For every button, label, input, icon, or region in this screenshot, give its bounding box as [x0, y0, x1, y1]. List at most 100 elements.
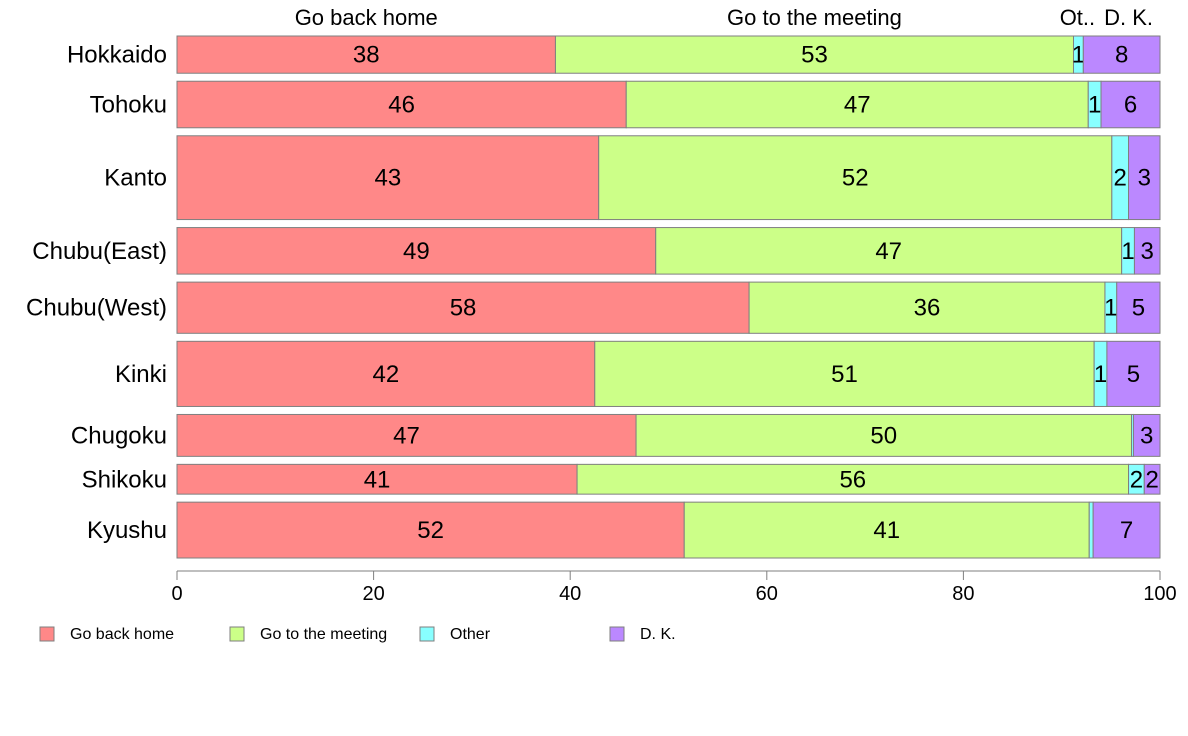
data-label-shikoku-d-k: 2 [1145, 466, 1158, 493]
bar-row-kinki: 42 51 1 5 [176, 340, 1161, 407]
data-label-chubu-east-d-k: 3 [1141, 238, 1154, 265]
legend-item-d-k: D. K. [609, 626, 676, 643]
data-label-shikoku-other: 2 [1130, 466, 1143, 493]
x-tick-label: 100 [1143, 583, 1176, 605]
data-label-chubu-east-other: 1 [1121, 238, 1134, 265]
data-label-chubu-west-go-back-home: 58 [450, 295, 477, 322]
bar-segment-kyushu-d-k [1092, 501, 1161, 559]
bar-row-chubu-west: 58 36 1 5 [176, 281, 1161, 334]
data-label-kanto-d-k: 3 [1138, 165, 1151, 192]
data-label-kyushu-go-to-the-meeting: 41 [873, 517, 900, 544]
legend-label: Go back home [70, 626, 174, 643]
legend-item-other: Other [419, 626, 491, 643]
bar-segment-kanto-go-back-home [176, 135, 600, 221]
bar-segment-kanto-d-k [1128, 135, 1161, 221]
bar-row-chubu-east: 49 47 1 3 [176, 227, 1161, 275]
bar-segment-shikoku-d-k [1143, 463, 1161, 495]
category-label-chubu-east: Chubu(East) [32, 238, 167, 265]
legend-label: Other [450, 626, 491, 643]
data-label-chubu-west-other: 1 [1104, 295, 1117, 322]
bar-segment-shikoku-go-to-the-meeting [576, 463, 1130, 495]
category-label-kinki: Kinki [115, 361, 167, 388]
data-label-chubu-east-go-back-home: 49 [403, 238, 430, 265]
data-label-kinki-go-back-home: 42 [373, 361, 400, 388]
bar-segment-tohoku-go-to-the-meeting [625, 80, 1089, 129]
data-label-chubu-west-d-k: 5 [1132, 295, 1145, 322]
bar-segment-hokkaido-go-back-home [176, 35, 556, 74]
bar-segment-tohoku-go-back-home [176, 80, 627, 129]
legend-item-go-to-the-meeting: Go to the meeting [229, 626, 387, 643]
bar-segment-kyushu-go-back-home [176, 501, 685, 559]
legend-swatch [229, 626, 245, 642]
data-label-hokkaido-go-back-home: 38 [353, 42, 380, 69]
x-tick-label: 60 [756, 583, 778, 605]
data-label-chugoku-go-to-the-meeting: 50 [870, 422, 897, 449]
bar-row-kanto: 43 52 2 3 [176, 135, 1161, 221]
series-header-go-back-home: Go back home [295, 5, 438, 30]
data-label-shikoku-go-to-the-meeting: 56 [839, 466, 866, 493]
series-header-other: Ot.. [1060, 5, 1095, 30]
series-header-labels: Go back home Go to the meeting Ot.. D. K. [295, 5, 1153, 30]
bar-row-chugoku: 47 50 3 [176, 413, 1161, 457]
data-label-tohoku-go-to-the-meeting: 47 [844, 92, 871, 119]
legend-label: Go to the meeting [260, 626, 387, 643]
bar-segment-shikoku-go-back-home [176, 463, 578, 495]
data-label-chubu-west-go-to-the-meeting: 36 [914, 295, 941, 322]
data-label-hokkaido-go-to-the-meeting: 53 [801, 42, 828, 69]
bar-segment-chugoku-go-back-home [176, 413, 637, 457]
data-label-tohoku-other: 1 [1088, 92, 1101, 119]
category-label-kanto: Kanto [104, 165, 167, 192]
data-label-kyushu-go-back-home: 52 [417, 517, 444, 544]
data-label-kanto-go-to-the-meeting: 52 [842, 165, 869, 192]
x-axis: 0 20 40 60 80 100 [171, 570, 1177, 605]
category-label-kyushu: Kyushu [87, 517, 167, 544]
legend-swatch [419, 626, 435, 642]
bar-segment-chubu-east-go-back-home [176, 227, 657, 275]
data-label-chugoku-d-k: 3 [1140, 422, 1153, 449]
x-tick-label: 40 [559, 583, 581, 605]
category-label-chubu-west: Chubu(West) [26, 295, 167, 322]
bar-segment-kinki-go-to-the-meeting [594, 340, 1095, 407]
data-label-kyushu-d-k: 7 [1120, 517, 1133, 544]
legend: Go back home Go to the meeting Other D. K. [39, 626, 676, 643]
bar-segment-chubu-west-d-k [1116, 281, 1161, 334]
legend-swatch [609, 626, 625, 642]
bar-segment-kinki-go-back-home [176, 340, 596, 407]
data-label-kinki-d-k: 5 [1127, 361, 1140, 388]
bar-segment-hokkaido-d-k [1082, 35, 1161, 74]
bar-segment-chubu-west-go-back-home [176, 281, 750, 334]
data-label-chubu-east-go-to-the-meeting: 47 [875, 238, 902, 265]
legend-item-go-back-home: Go back home [39, 626, 174, 643]
data-label-kinki-other: 1 [1094, 361, 1107, 388]
data-label-kanto-other: 2 [1114, 165, 1127, 192]
bar-segment-chugoku-go-to-the-meeting [635, 413, 1132, 457]
series-header-d-k: D. K. [1104, 5, 1153, 30]
bar-segment-kinki-d-k [1106, 340, 1161, 407]
series-header-go-to-the-meeting: Go to the meeting [727, 5, 902, 30]
data-label-hokkaido-d-k: 8 [1115, 42, 1128, 69]
plot-area: 38 53 1 846 47 1 643 52 2 349 47 1 358 36 1 542 51 1 547 50… [176, 35, 1161, 559]
category-label-hokkaido: Hokkaido [67, 42, 167, 69]
bar-row-kyushu: 52 41 7 [176, 501, 1161, 559]
data-label-hokkaido-other: 1 [1072, 42, 1085, 69]
data-label-kinki-go-to-the-meeting: 51 [831, 361, 858, 388]
data-label-tohoku-go-back-home: 46 [388, 92, 415, 119]
category-label-tohoku: Tohoku [90, 92, 167, 119]
legend-swatch [39, 626, 55, 642]
category-labels: Hokkaido Tohoku Kanto Chubu(East) Chubu(West… [26, 42, 167, 544]
bar-segment-kyushu-other [1088, 501, 1094, 559]
bar-row-hokkaido: 38 53 1 8 [176, 35, 1161, 74]
legend-label: D. K. [640, 626, 676, 643]
x-tick-label: 0 [171, 583, 182, 605]
category-label-chugoku: Chugoku [71, 422, 167, 449]
x-tick-label: 20 [362, 583, 384, 605]
bar-segment-hokkaido-go-to-the-meeting [554, 35, 1074, 74]
bar-row-shikoku: 41 56 2 2 [176, 463, 1161, 495]
category-label-shikoku: Shikoku [82, 466, 167, 493]
bar-segment-tohoku-d-k [1100, 80, 1161, 129]
x-tick-label: 80 [952, 583, 974, 605]
data-label-shikoku-go-back-home: 41 [364, 466, 391, 493]
data-label-chugoku-go-back-home: 47 [393, 422, 420, 449]
data-label-tohoku-d-k: 6 [1124, 92, 1137, 119]
